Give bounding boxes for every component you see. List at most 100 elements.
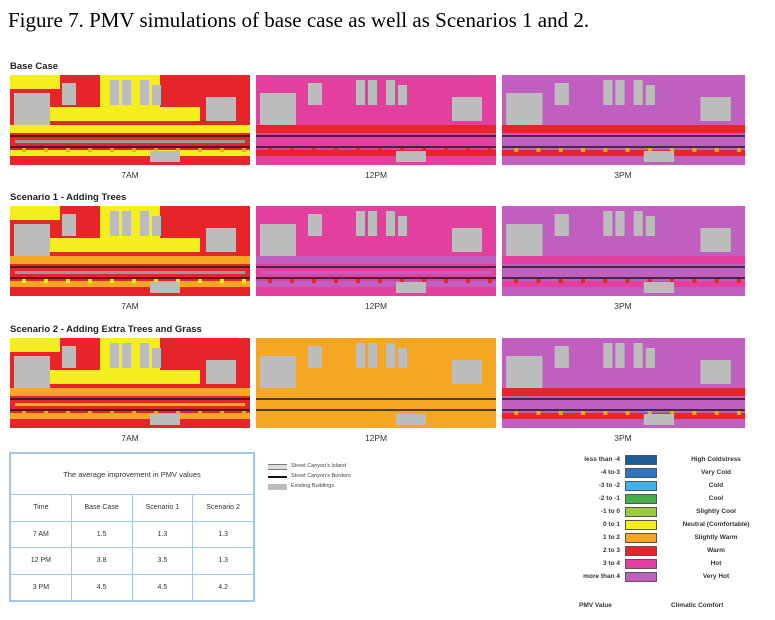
comfort-patch bbox=[296, 370, 446, 384]
building-shape bbox=[554, 346, 569, 368]
sidewalk-band bbox=[10, 150, 250, 156]
tree-dot bbox=[692, 411, 697, 415]
table-cell: 1.3 bbox=[192, 547, 254, 575]
pmv-color-swatch bbox=[625, 481, 657, 491]
tree-dot bbox=[176, 148, 180, 152]
building-shape bbox=[506, 224, 543, 256]
building-shape bbox=[110, 80, 119, 105]
building-shape bbox=[140, 211, 149, 236]
pmv-color-swatch bbox=[625, 494, 657, 504]
pmv-range: -4 to-3 bbox=[600, 469, 621, 476]
building-shape bbox=[398, 348, 407, 368]
building-shape bbox=[615, 80, 625, 105]
building-shape bbox=[122, 80, 131, 105]
comfort-patch bbox=[256, 206, 306, 220]
tree-dot bbox=[378, 411, 382, 415]
street-island bbox=[15, 271, 245, 274]
building-shape bbox=[645, 348, 655, 368]
tree-dot bbox=[268, 148, 272, 152]
tree-dot bbox=[220, 148, 224, 152]
legend-item-border: Street Canyon's Borders bbox=[268, 473, 398, 481]
comfort-patch bbox=[50, 370, 200, 384]
street-island bbox=[507, 271, 740, 274]
tree-dot bbox=[670, 279, 675, 283]
tree-dot bbox=[580, 279, 586, 283]
building-swatch-icon bbox=[268, 484, 287, 490]
time-label-scenario2-3pm: 3PM bbox=[614, 433, 632, 443]
comfort-patch bbox=[502, 75, 553, 89]
tree-dot bbox=[536, 411, 541, 415]
time-label-scenario2-7am: 7AM bbox=[121, 433, 139, 443]
building-shape bbox=[396, 414, 426, 425]
building-shape bbox=[14, 224, 50, 256]
building-shape bbox=[396, 151, 426, 162]
table-row: 3 PM 4.5 4.5 4.2 bbox=[10, 573, 254, 602]
building-shape bbox=[356, 343, 365, 368]
tree-dot bbox=[132, 411, 136, 415]
tree-dot bbox=[290, 411, 294, 415]
tree-dot bbox=[400, 279, 404, 283]
pmv-legend-item: more than 4 Very Hot bbox=[565, 571, 770, 584]
tree-dot bbox=[647, 148, 652, 152]
building-shape bbox=[368, 80, 377, 105]
comfort-patch bbox=[502, 338, 553, 352]
pmv-map-canvas bbox=[256, 338, 496, 428]
tree-dot bbox=[66, 279, 70, 283]
pmv-legend-item: 2 to 3 Warm bbox=[565, 545, 770, 558]
table-cell: 4.2 bbox=[192, 573, 254, 602]
sidewalk-band bbox=[256, 413, 496, 419]
sidewalk-band bbox=[502, 150, 745, 156]
tree-dot bbox=[488, 279, 492, 283]
comfort-patch bbox=[256, 338, 306, 352]
building-shape bbox=[308, 214, 322, 236]
tree-dot bbox=[290, 148, 294, 152]
table-caption: The average improvement in PMV values bbox=[10, 452, 254, 496]
street-island bbox=[15, 140, 245, 143]
pmv-map-canvas bbox=[10, 75, 250, 165]
tree-dot bbox=[514, 279, 519, 283]
tree-dot bbox=[378, 279, 382, 283]
sidewalk-band bbox=[10, 125, 250, 133]
building-shape bbox=[14, 93, 50, 125]
pmv-color-swatch bbox=[625, 520, 657, 530]
pmv-map-base-case-12pm bbox=[256, 75, 496, 165]
building-shape bbox=[398, 85, 407, 105]
pmv-map-canvas bbox=[256, 206, 496, 296]
tree-dot bbox=[692, 148, 697, 152]
pmv-map-canvas bbox=[502, 206, 745, 296]
building-shape bbox=[122, 211, 131, 236]
pmv-comfort-label: Neutral (Comfortable) bbox=[682, 521, 750, 528]
building-shape bbox=[700, 360, 731, 384]
tree-dot bbox=[110, 279, 114, 283]
tree-dot bbox=[647, 279, 652, 283]
building-shape bbox=[615, 343, 625, 368]
pmv-legend-item: -4 to-3 Very Cold bbox=[565, 467, 770, 480]
building-shape bbox=[368, 343, 377, 368]
street-island bbox=[261, 140, 491, 143]
building-shape bbox=[633, 343, 643, 368]
street-island bbox=[507, 140, 740, 143]
tree-dot bbox=[154, 411, 158, 415]
building-shape bbox=[62, 346, 76, 368]
street-island bbox=[15, 403, 245, 406]
tree-dot bbox=[356, 411, 360, 415]
building-shape bbox=[603, 211, 613, 236]
tree-dot bbox=[444, 148, 448, 152]
time-label-scenario1-3pm: 3PM bbox=[614, 301, 632, 311]
comfort-patch bbox=[502, 206, 553, 220]
pmv-map-scenario1-3pm bbox=[502, 206, 745, 296]
table-cell: 3.8 bbox=[70, 547, 133, 575]
tree-dot bbox=[466, 148, 470, 152]
pmv-improvement-table: The average improvement in PMV values Ti… bbox=[9, 452, 255, 602]
comfort-patch bbox=[542, 370, 695, 384]
tree-dot bbox=[692, 279, 697, 283]
table-header-scenario-1: Scenario 1 bbox=[131, 494, 194, 522]
building-shape bbox=[554, 214, 569, 236]
tree-dot bbox=[536, 279, 541, 283]
sidewalk-band bbox=[502, 281, 745, 287]
pmv-comfort-label: Warm bbox=[707, 547, 725, 554]
island-symbol-icon bbox=[268, 464, 287, 470]
table-header-scenario-2: Scenario 2 bbox=[192, 494, 254, 522]
tree-dot bbox=[22, 148, 26, 152]
building-shape bbox=[152, 216, 161, 236]
